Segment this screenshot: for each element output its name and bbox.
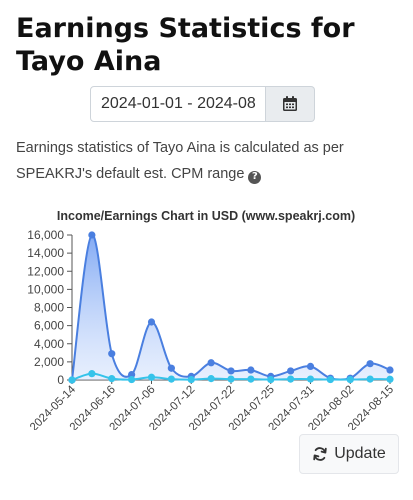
- data-point: [88, 231, 96, 239]
- data-point: [247, 366, 255, 374]
- data-point: [128, 375, 136, 384]
- data-point: [366, 360, 374, 368]
- data-point: [68, 376, 76, 384]
- calendar-icon: [283, 96, 297, 111]
- y-tick-label: 16,000: [27, 228, 64, 242]
- data-point: [167, 364, 175, 372]
- data-point: [306, 375, 315, 383]
- y-tick-label: 6,000: [34, 319, 64, 333]
- question-circle-icon[interactable]: ?: [248, 170, 262, 184]
- earnings-chart-svg: Income/Earnings Chart in USD (www.speakr…: [27, 209, 396, 434]
- data-point: [187, 375, 195, 384]
- data-point: [227, 367, 235, 375]
- y-tick-label: 8,000: [34, 301, 64, 315]
- data-point: [287, 375, 295, 383]
- series-area: [72, 234, 390, 380]
- update-button[interactable]: Update: [299, 434, 399, 474]
- data-point: [108, 350, 116, 358]
- date-range-input[interactable]: [90, 86, 266, 122]
- data-point: [267, 375, 275, 384]
- description-text: Earnings statistics of Tayo Aina is calc…: [16, 140, 344, 182]
- update-label: Update: [334, 445, 386, 462]
- date-range-picker: [90, 86, 315, 122]
- data-point: [287, 367, 295, 375]
- y-tick-label: 10,000: [27, 282, 64, 296]
- calendar-button[interactable]: [266, 86, 315, 122]
- earnings-chart: Income/Earnings Chart in USD (www.speakr…: [0, 200, 413, 434]
- series-line-earnings: [71, 233, 391, 381]
- refresh-icon: [312, 446, 328, 462]
- data-point: [167, 375, 175, 383]
- data-point: [128, 370, 136, 379]
- data-point: [386, 375, 394, 383]
- data-point: [88, 370, 96, 378]
- description: Earnings statistics of Tayo Aina is calc…: [16, 135, 401, 187]
- data-point: [108, 375, 116, 383]
- y-tick-label: 4,000: [34, 337, 64, 351]
- data-point: [306, 362, 315, 371]
- y-tick-label: 0: [57, 373, 64, 387]
- data-point: [227, 375, 235, 383]
- data-point: [207, 375, 215, 383]
- data-point: [366, 375, 374, 383]
- y-tick-label: 2,000: [34, 355, 64, 369]
- chart-title: Income/Earnings Chart in USD (www.speakr…: [57, 209, 355, 223]
- y-tick-label: 12,000: [27, 264, 64, 278]
- data-point: [147, 318, 156, 326]
- data-point: [386, 366, 394, 374]
- y-tick-label: 14,000: [27, 246, 64, 260]
- data-point: [247, 375, 255, 383]
- data-point: [326, 375, 334, 384]
- data-point: [346, 375, 354, 384]
- data-point: [207, 359, 215, 367]
- data-point: [147, 373, 156, 381]
- page-title: Earnings Statistics for Tayo Aina: [16, 13, 355, 77]
